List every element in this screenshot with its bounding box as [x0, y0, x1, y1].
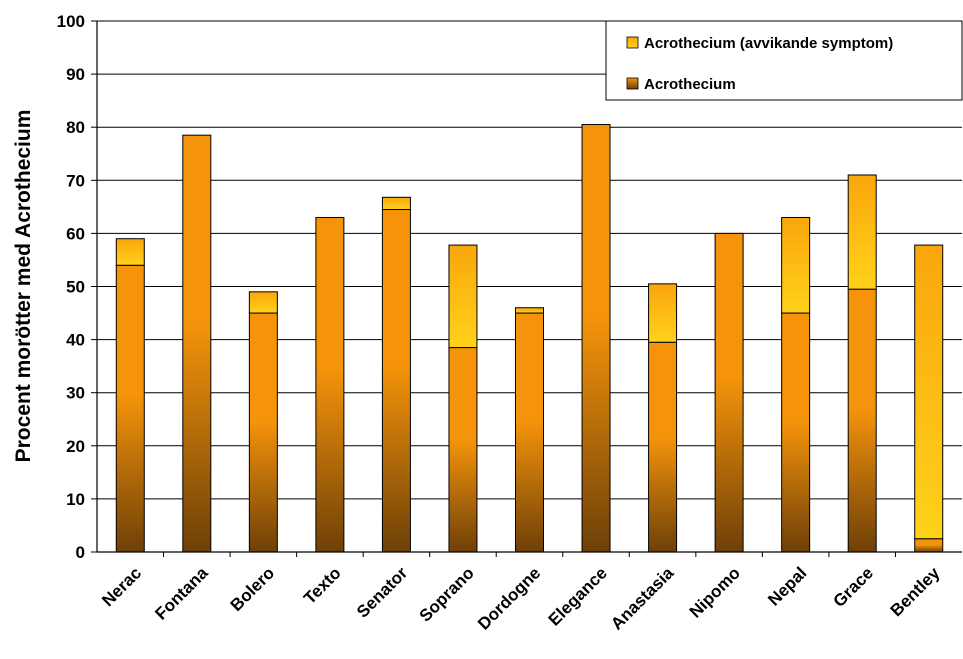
- legend-swatch-acrothecium-avvikande: [626, 36, 639, 49]
- bar-acrothecium: [714, 232, 744, 553]
- y-tick-label: 20: [66, 437, 85, 456]
- bar-acrothecium: [115, 264, 145, 553]
- y-tick-label: 90: [66, 65, 85, 84]
- x-tick-label: Soprano: [416, 563, 478, 625]
- y-tick-label: 100: [57, 12, 85, 31]
- bar-acrothecium-avvikande: [115, 238, 145, 266]
- bar-acrothecium-avvikande: [914, 244, 944, 540]
- y-tick-label: 60: [66, 224, 85, 243]
- y-tick-label: 10: [66, 490, 85, 509]
- x-tick-label: Nipomo: [686, 563, 744, 621]
- legend-label-acrothecium-avvikande: Acrothecium (avvikande symptom): [644, 35, 893, 52]
- x-tick-label: Dordogne: [474, 563, 544, 633]
- y-tick-label: 40: [66, 331, 85, 350]
- x-tick-label: Bentley: [887, 563, 944, 620]
- x-tick-label: Nepal: [764, 563, 810, 609]
- bar-acrothecium-avvikande: [847, 174, 877, 290]
- legend-label-acrothecium: Acrothecium: [644, 76, 736, 93]
- bar-acrothecium: [914, 538, 944, 553]
- x-tick-label: Bolero: [227, 563, 279, 615]
- bar-acrothecium-avvikande: [515, 307, 544, 314]
- bar-acrothecium-avvikande: [248, 291, 278, 314]
- y-tick-labels: 0 10 20 30 40 50 60 70 80 90 100: [57, 12, 85, 562]
- bar-acrothecium: [315, 216, 345, 553]
- bar-acrothecium-avvikande: [781, 216, 811, 314]
- x-tick-label: Texto: [300, 563, 345, 608]
- legend-swatch-acrothecium: [626, 77, 639, 90]
- bar-acrothecium: [182, 134, 212, 553]
- bars: [115, 124, 944, 553]
- bar-acrothecium: [648, 341, 678, 553]
- y-tick-label: 50: [66, 278, 85, 297]
- bar-acrothecium: [248, 312, 278, 553]
- x-tick-label: Anastasia: [607, 563, 678, 634]
- y-tick-label: 70: [66, 171, 85, 190]
- x-tick-labels: Nerac Fontana Bolero Texto Senator SopranoDor…: [98, 563, 944, 634]
- x-tick-label: Fontana: [151, 563, 212, 624]
- x-tick-label: Nerac: [98, 563, 145, 610]
- y-tick-label: 0: [76, 543, 85, 562]
- bar-acrothecium: [381, 209, 411, 553]
- bar-acrothecium: [781, 312, 811, 553]
- x-tick-label: Elegance: [545, 563, 611, 629]
- y-tick-label: 30: [66, 384, 85, 403]
- y-tick-label: 80: [66, 118, 85, 137]
- bar-acrothecium: [581, 124, 611, 553]
- x-tick-label: Senator: [353, 563, 411, 621]
- bar-acrothecium-avvikande: [448, 244, 478, 349]
- bar-acrothecium: [515, 312, 544, 553]
- x-tick-label: Grace: [830, 563, 878, 611]
- legend-box: [605, 20, 963, 101]
- bar-acrothecium: [847, 288, 877, 553]
- bar-acrothecium-avvikande: [648, 283, 678, 343]
- bar-acrothecium-avvikande: [381, 196, 411, 211]
- bar-acrothecium: [448, 347, 478, 553]
- y-axis-label: Procent morötter med Acrothecium: [12, 110, 35, 463]
- legend: Acrothecium (avvikande symptom) Acrothec…: [605, 20, 963, 101]
- axes: [96, 21, 962, 557]
